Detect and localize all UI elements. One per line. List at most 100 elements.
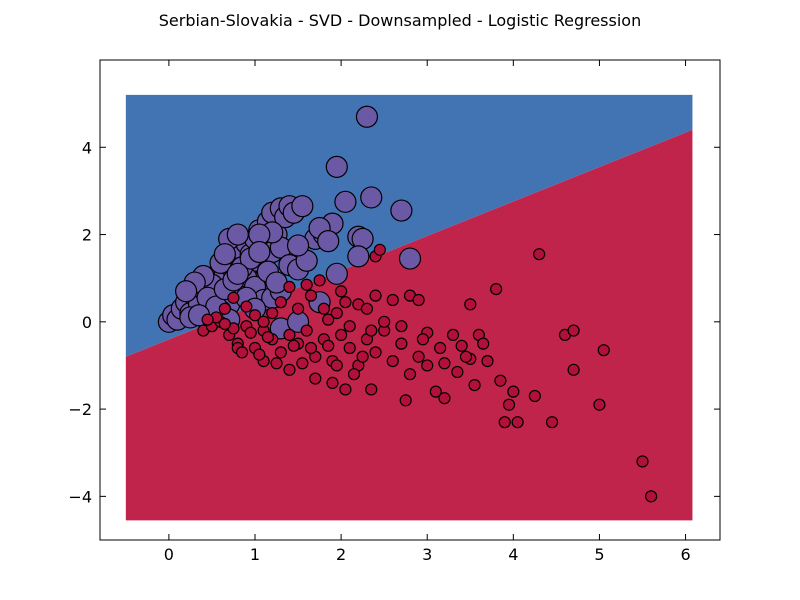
upper-class-point bbox=[226, 223, 249, 246]
lower-class-point bbox=[218, 317, 231, 331]
upper-class-point bbox=[226, 262, 249, 285]
plot-frame bbox=[99, 59, 721, 541]
lower-class-point bbox=[498, 416, 511, 429]
lower-class-point bbox=[429, 385, 442, 398]
lower-class-point bbox=[438, 357, 451, 370]
lower-class-point bbox=[248, 309, 262, 322]
lower-class-point bbox=[502, 398, 516, 411]
lower-class-point bbox=[434, 341, 447, 355]
x-axis-ticks: 0 1 2 3 4 5 6 bbox=[164, 60, 691, 564]
lower-class-point bbox=[304, 289, 318, 302]
lower-class-point bbox=[386, 354, 399, 368]
lower-class-point bbox=[270, 357, 283, 370]
lower-class-point bbox=[373, 243, 386, 256]
lower-class-point bbox=[533, 248, 546, 261]
lower-class-point bbox=[412, 293, 425, 307]
upper-class-points bbox=[157, 105, 422, 340]
lower-class-point bbox=[317, 302, 330, 315]
lower-class-point bbox=[369, 346, 382, 359]
upper-class-point bbox=[265, 271, 288, 294]
lower-class-point bbox=[300, 324, 313, 337]
lower-class-point bbox=[399, 394, 412, 407]
lower-class-point bbox=[274, 296, 287, 309]
lower-class-point bbox=[403, 368, 417, 381]
x-tick-label: 6 bbox=[680, 545, 690, 564]
lower-class-point bbox=[326, 376, 339, 390]
x-tick-label: 2 bbox=[336, 545, 346, 564]
lower-class-point bbox=[464, 298, 477, 311]
lower-class-point bbox=[468, 378, 481, 392]
lower-class-point bbox=[244, 326, 257, 339]
lower-class-point bbox=[416, 333, 430, 346]
lower-class-point bbox=[567, 324, 580, 337]
lower-class-point bbox=[369, 289, 382, 302]
lower-class-point bbox=[240, 300, 253, 313]
upper-class-point bbox=[398, 247, 422, 270]
x-tick-label: 1 bbox=[250, 545, 260, 564]
lower-class-point bbox=[283, 363, 296, 376]
lower-class-point bbox=[339, 383, 352, 396]
upper-class-point bbox=[325, 155, 348, 179]
x-tick-label: 0 bbox=[164, 545, 174, 564]
lower-class-point bbox=[283, 280, 296, 294]
lower-class-point bbox=[451, 365, 464, 379]
upper-class-point bbox=[317, 229, 340, 253]
upper-class-point bbox=[248, 240, 271, 264]
lower-class-point bbox=[283, 328, 296, 342]
lower-class-point bbox=[593, 398, 606, 411]
lower-class-point bbox=[296, 357, 309, 370]
lower-class-point bbox=[330, 359, 343, 372]
lower-class-point bbox=[343, 341, 356, 355]
upper-class-point bbox=[347, 245, 370, 268]
lower-class-point bbox=[261, 330, 275, 344]
upper-class-point bbox=[286, 234, 310, 257]
lower-class-point bbox=[257, 315, 270, 328]
lower-class-points bbox=[197, 243, 658, 503]
lower-class-point bbox=[507, 385, 520, 398]
lower-class-point bbox=[335, 285, 348, 298]
lower-class-point bbox=[395, 320, 408, 333]
lower-class-point bbox=[304, 341, 318, 355]
lower-class-point bbox=[266, 306, 279, 320]
lower-class-point bbox=[343, 320, 356, 333]
lower-class-point bbox=[201, 313, 214, 326]
lower-class-point bbox=[313, 274, 326, 287]
lower-class-point bbox=[300, 278, 313, 291]
lower-class-point bbox=[365, 383, 378, 396]
lower-class-point bbox=[481, 354, 494, 368]
lower-class-point bbox=[322, 313, 335, 326]
chart-title: Serbian-Slovakia - SVD - Downsampled - L… bbox=[159, 11, 641, 30]
lower-class-point bbox=[386, 293, 399, 307]
lower-class-point bbox=[528, 389, 541, 403]
upper-class-point bbox=[355, 105, 379, 128]
upper-class-point bbox=[334, 190, 357, 213]
lower-class-point bbox=[378, 315, 391, 328]
lower-class-point bbox=[477, 337, 490, 350]
lower-class-point bbox=[356, 350, 369, 363]
upper-class-point bbox=[390, 199, 413, 222]
x-tick-label: 5 bbox=[594, 545, 604, 564]
lower-class-point bbox=[330, 306, 343, 320]
lower-class-point bbox=[360, 302, 374, 315]
lower-class-point bbox=[274, 346, 287, 359]
upper-class-point bbox=[291, 195, 314, 218]
x-tick-label: 4 bbox=[508, 545, 518, 564]
x-tick-label: 3 bbox=[422, 545, 432, 564]
upper-class-point bbox=[360, 186, 383, 209]
y-tick-label: −4 bbox=[68, 487, 92, 506]
lower-class-point bbox=[218, 302, 231, 315]
lower-class-point bbox=[347, 368, 361, 381]
y-axis-ticks: −4 −2 0 2 4 bbox=[68, 138, 720, 506]
lower-class-point bbox=[335, 328, 348, 342]
lower-class-point bbox=[253, 348, 266, 361]
upper-class-point bbox=[175, 280, 198, 303]
lower-class-point bbox=[636, 455, 649, 468]
upper-class-point bbox=[213, 243, 236, 266]
y-tick-label: 4 bbox=[82, 138, 92, 157]
y-tick-label: 2 bbox=[82, 226, 92, 245]
lower-class-point bbox=[490, 282, 503, 296]
lower-class-point bbox=[597, 344, 610, 357]
lower-class-point bbox=[365, 324, 378, 337]
lower-class-point bbox=[322, 339, 335, 352]
